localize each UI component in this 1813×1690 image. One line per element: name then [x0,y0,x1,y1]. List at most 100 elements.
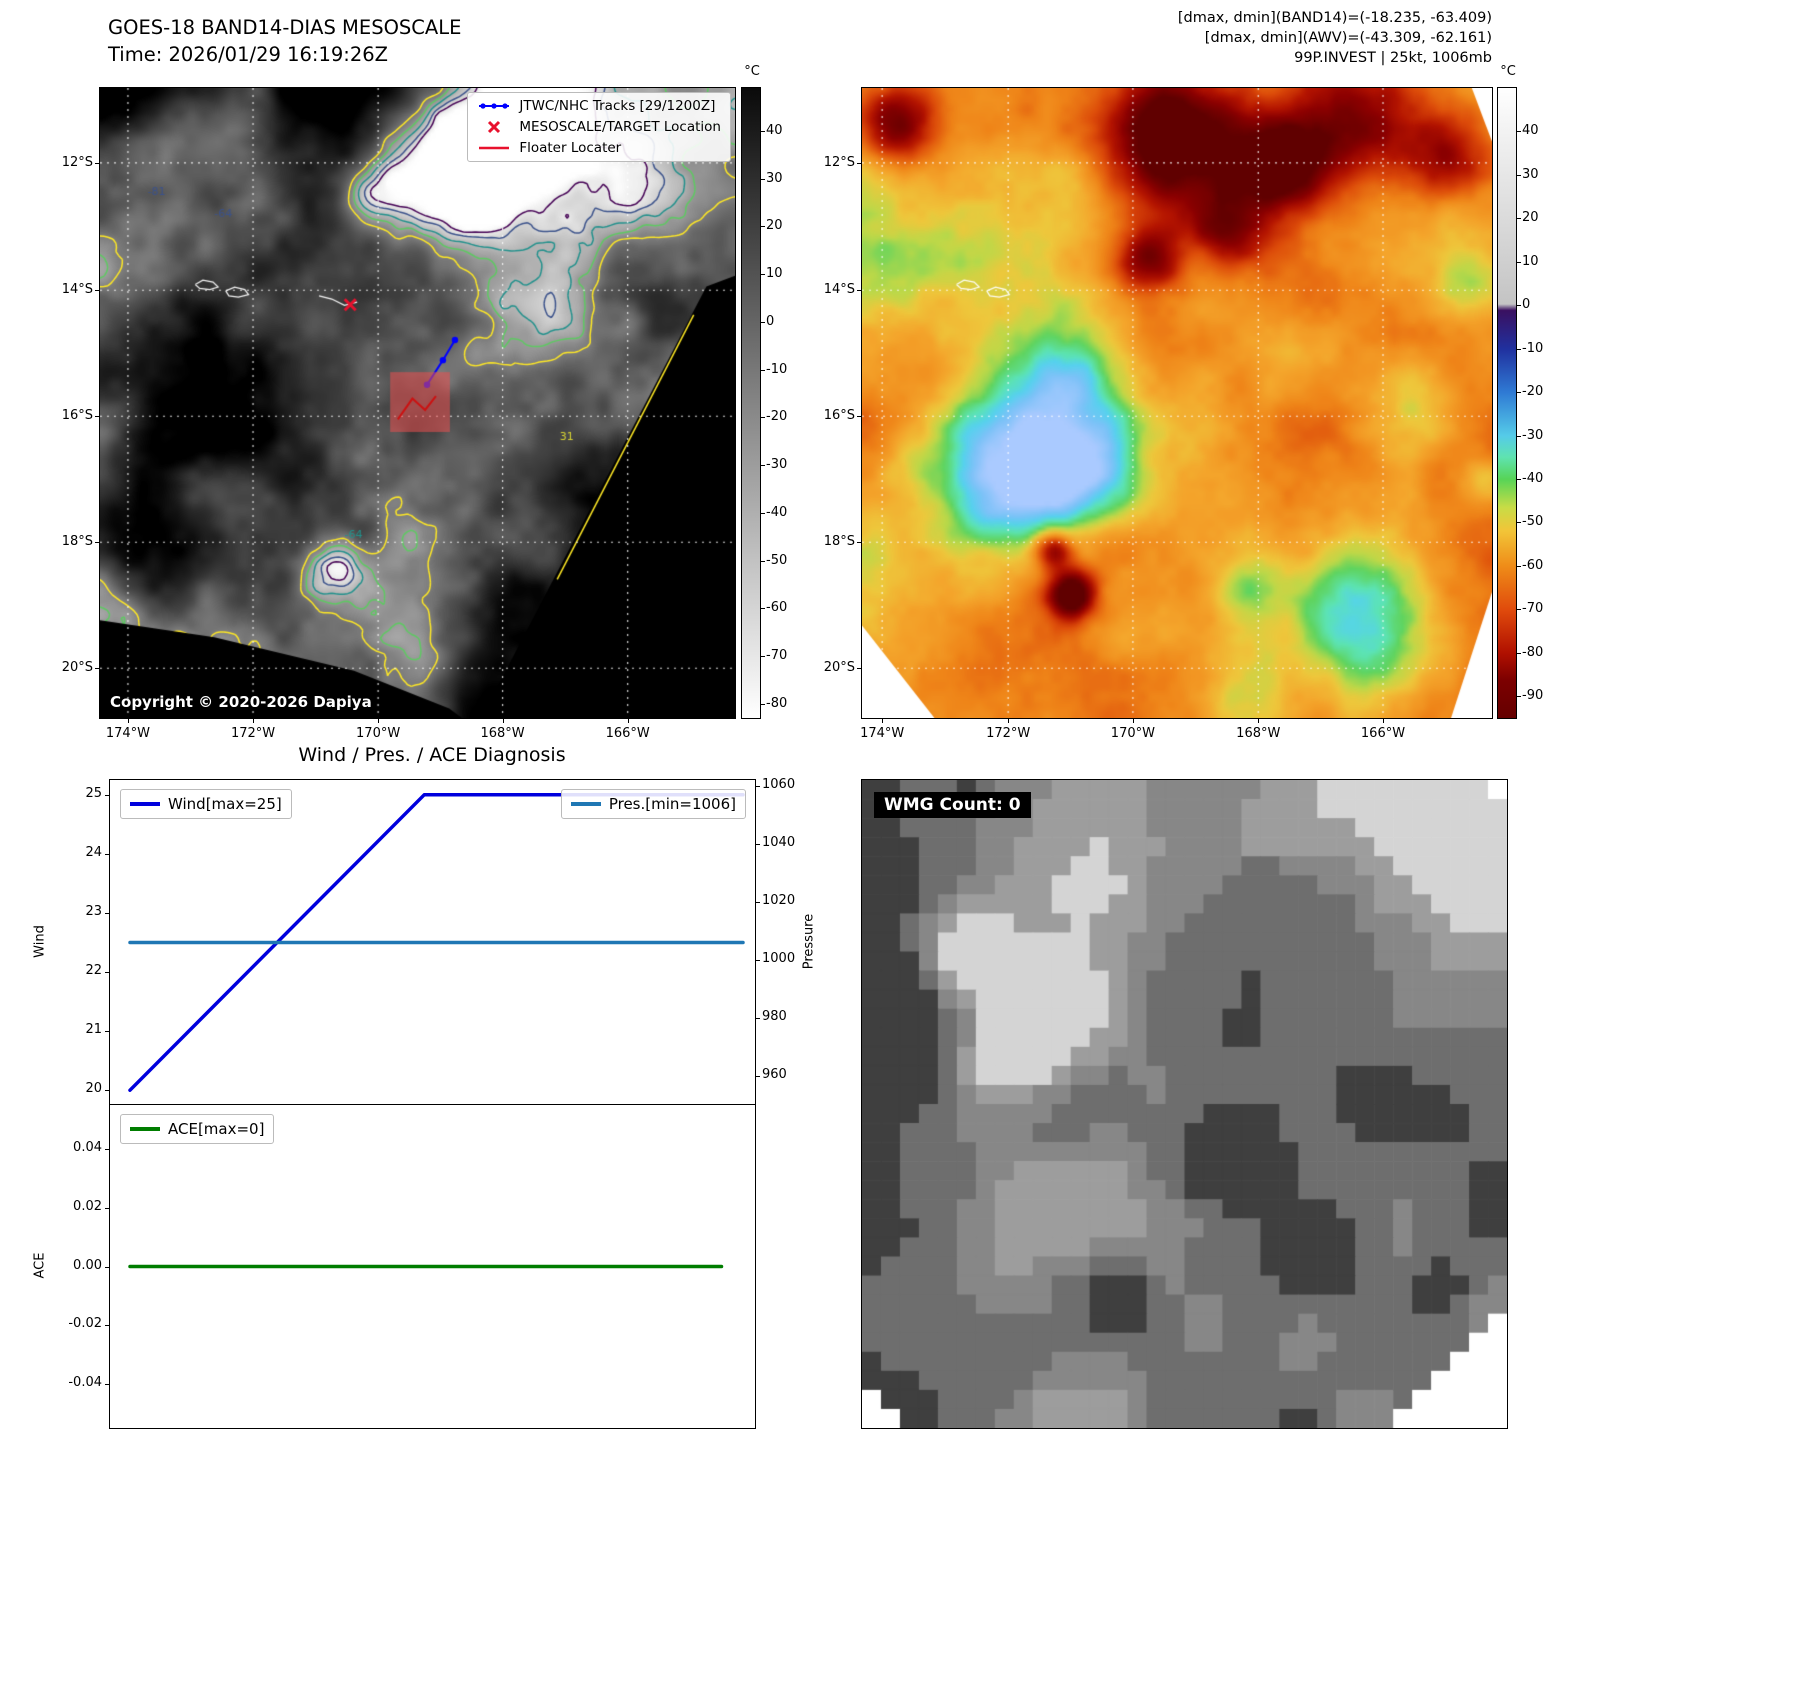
y-tick-label: 23 [85,903,102,919]
lon-tick-label: 174°W [860,726,905,741]
legend-wind-max-25-: Wind[max=25] [120,789,292,819]
tick-mark [105,853,109,855]
legend-line-sample [130,802,160,806]
lat-tick-label: 12°S [61,154,93,170]
awv-satellite-image [862,88,1492,718]
jtwc-nhc-tracks-icon [479,103,510,109]
colorbar-tick-label: -70 [1522,601,1544,617]
tick-mark [105,1383,109,1385]
tick-mark [95,542,99,544]
colorbar-tick-label: 0 [1522,297,1531,313]
awv-header-dmax-awv: [dmax, dmin](AWV)=(-43.309, -62.161) [1204,30,1492,46]
tick-mark [761,465,765,467]
tick-mark [761,560,765,562]
lon-tick-label: 166°W [605,726,650,741]
colorbar-tick-label: -70 [766,647,788,663]
tick-mark [378,719,380,723]
lon-tick-label: 172°W [986,726,1031,741]
colorbar-tick-label: -80 [1522,644,1544,660]
legend-label: Wind[max=25] [168,795,282,813]
colorbar-tick-label: 20 [766,218,783,234]
legend-item-floater-locater: Floater Locater [477,140,721,156]
tick-mark [761,274,765,276]
tick-mark [105,912,109,914]
legend-label: Pres.[min=1006] [608,795,736,813]
lat-tick-label: 20°S [823,660,855,676]
floater-locater-icon [479,146,510,150]
colorbar-tick-label: -10 [766,361,788,377]
tick-mark [105,1090,109,1092]
y-tick-label: -0.02 [68,1316,102,1332]
lon-tick-label: 170°W [356,726,401,741]
legend-label: MESOSCALE/TARGET Location [519,119,721,135]
tick-mark [105,972,109,974]
wmg-count-label: WMG Count: 0 [874,792,1031,818]
legend-ace-max-0-: ACE[max=0] [120,1114,275,1144]
tick-mark [627,719,629,723]
tick-mark [857,162,861,164]
y-tick-label: 20 [85,1081,102,1097]
y2-tick-label: 960 [762,1066,787,1082]
tick-mark [95,162,99,164]
tick-mark [857,290,861,292]
y2-tick-label: 980 [762,1008,787,1024]
tick-mark [1517,174,1521,176]
y-tick-label: 25 [85,785,102,801]
legend-label: JTWC/NHC Tracks [29/1200Z] [519,98,716,114]
lon-tick-label: 168°W [1236,726,1281,741]
diagnosis-title: Wind / Pres. / ACE Diagnosis [298,744,566,766]
lat-tick-label: 18°S [823,534,855,550]
tick-mark [761,369,765,371]
lat-tick-label: 18°S [61,534,93,550]
tick-mark [95,290,99,292]
tick-mark [105,1266,109,1268]
lon-tick-label: 166°W [1360,726,1406,741]
tick-mark [761,655,765,657]
tick-mark [105,1149,109,1151]
awv-colorbar-unit: °C [1500,64,1516,79]
colorbar-tick-label: 40 [766,122,783,138]
tick-mark [756,1017,760,1019]
tick-mark [1517,522,1521,524]
band14-time: Time: 2026/01/29 16:19:26Z [108,43,389,66]
colorbar-tick-label: -30 [766,457,788,473]
band14-satellite-image [100,88,735,718]
lon-tick-label: 172°W [230,726,276,741]
tick-mark [882,719,884,723]
tick-mark [1517,348,1521,350]
awv-header-block: [dmax, dmin](BAND14)=(-18.235, -63.409) … [992,8,1492,68]
awv-header-dmax-band14: [dmax, dmin](BAND14)=(-18.235, -63.409) [1177,10,1492,26]
colorbar-tick-label: -20 [766,409,788,425]
tick-mark [756,959,760,961]
y-tick-label: 0.02 [73,1198,102,1214]
lat-tick-label: 16°S [823,408,855,424]
tick-mark [502,719,504,723]
legend-line-sample [130,1127,160,1131]
lat-tick-label: 12°S [823,154,855,170]
colorbar-tick-label: -60 [766,600,788,616]
colorbar-tick-label: 0 [766,313,775,329]
legend-pres-min-1006-: Pres.[min=1006] [560,789,746,819]
band14-copyright: Copyright © 2020-2026 Dapiya [110,693,372,711]
tick-mark [857,668,861,670]
colorbar-tick-label: 30 [1522,166,1539,182]
tick-mark [1008,719,1010,723]
tick-mark [1517,696,1521,698]
colorbar-tick-label: 10 [766,266,783,282]
y2-tick-label: 1020 [762,892,796,908]
band14-title-block: GOES-18 BAND14-DIAS MESOSCALE Time: 2026… [108,14,461,68]
tick-mark [1517,261,1521,263]
mesoscale-target-location-icon [488,120,501,134]
tick-mark [253,719,255,723]
y-tick-label: 24 [85,844,102,860]
tick-mark [761,417,765,419]
colorbar-tick-label: -40 [766,504,788,520]
lon-tick-label: 174°W [105,726,151,741]
tick-mark [761,703,765,705]
tick-mark [761,321,765,323]
y-axis-label: Wind [32,924,48,958]
colorbar-tick-label: 40 [1522,123,1539,139]
tick-mark [1517,305,1521,307]
colorbar-tick-label: -50 [766,552,788,568]
tick-mark [1517,131,1521,133]
